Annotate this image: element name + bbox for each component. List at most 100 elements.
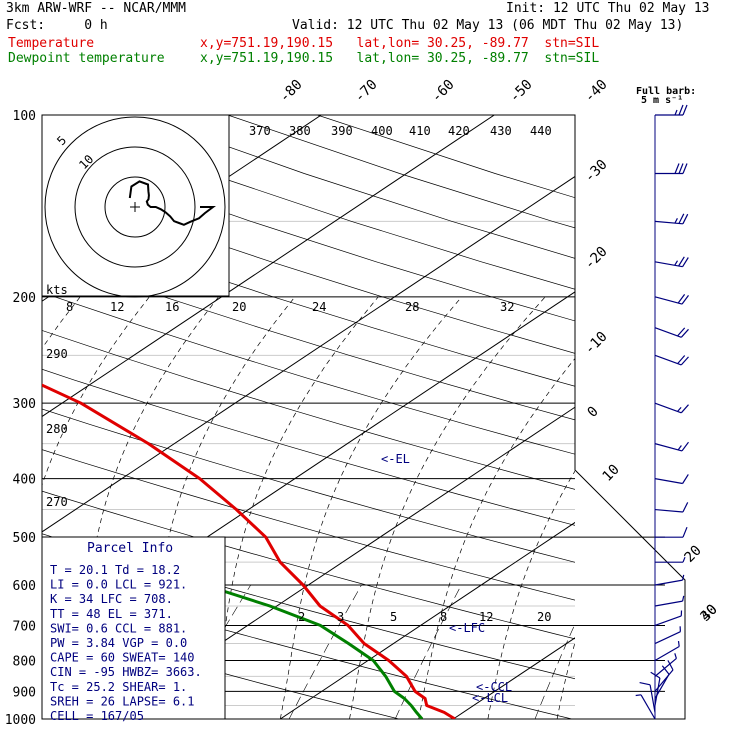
- annotation-ccl: <-CCL: [476, 680, 512, 694]
- parcel-info-row: SWI= 0.6 CCL = 881.: [50, 621, 187, 635]
- mixing-ratio-label: 20: [537, 610, 551, 624]
- barb-legend-unit: 5 m s⁻¹: [641, 95, 683, 106]
- barb-feather: [680, 356, 689, 366]
- barb-feather: [677, 294, 686, 304]
- wind-barb: [654, 660, 674, 692]
- annotation-lfc: <-LFC: [449, 621, 485, 635]
- barb-staff: [654, 402, 682, 414]
- wind-barb: [654, 653, 677, 677]
- barb-staff: [654, 296, 683, 305]
- top-temp-tick-label: -40: [582, 77, 611, 106]
- barb-feather: [682, 502, 689, 513]
- theta-label: 270: [46, 495, 68, 509]
- parcel-info-row: CELL = 167/05: [50, 709, 144, 723]
- dry-adiabat: [42, 291, 575, 455]
- pressure-tick-label: 300: [13, 397, 36, 412]
- barb-feather: [667, 660, 674, 671]
- hodograph-ring: [104, 176, 166, 238]
- barb-staff: [654, 669, 674, 692]
- wind-barb: [635, 694, 656, 720]
- theta-e-label: 440: [530, 124, 552, 138]
- dry-adiabat: [42, 577, 574, 719]
- wind-barb: [654, 354, 689, 366]
- right-temp-tick-label: 0: [585, 404, 602, 421]
- pressure-tick-label: 400: [13, 473, 36, 488]
- barb-feather: [682, 163, 688, 174]
- mixing-ratio-line: [534, 623, 575, 719]
- right-temp-tick-label: 40: [698, 602, 721, 625]
- temperature-legend: Temperature: [8, 36, 95, 51]
- pressure-tick-label: 500: [13, 531, 36, 546]
- hodograph-ring: [74, 146, 196, 268]
- annotation-el: <-EL: [381, 452, 410, 466]
- pressure-tick-label: 800: [13, 654, 36, 669]
- mixing-ratio-label: 3: [337, 610, 344, 624]
- speed-scale-label: 8: [66, 300, 73, 314]
- theta-e-label: 390: [331, 124, 353, 138]
- barb-staff: [654, 645, 680, 661]
- mixing-ratio-label: 5: [390, 610, 397, 624]
- wind-barb: [654, 610, 683, 627]
- isotherm: [279, 521, 575, 719]
- pressure-tick-label: 100: [13, 109, 36, 124]
- barb-staff: [654, 478, 683, 485]
- barb-half-feather: [674, 109, 678, 116]
- wind-barb: [654, 256, 689, 268]
- pressure-tick-label: 900: [13, 685, 36, 700]
- parcel-info-title: Parcel Info: [87, 541, 173, 556]
- top-temp-tick-label: -50: [507, 77, 536, 106]
- barb-half-feather: [677, 445, 682, 451]
- parcel-info-row: LI = 0.0 LCL = 921.: [50, 578, 187, 592]
- barb-feather: [680, 328, 689, 338]
- dry-adiabat: [42, 490, 575, 640]
- barb-staff: [654, 600, 683, 607]
- barb-half-feather: [674, 260, 679, 266]
- right-temp-tick-label: -20: [582, 244, 611, 273]
- parcel-info-row: Tc = 25.2 SHEAR= 1.: [50, 680, 187, 694]
- mixing-ratio-label: 2: [298, 610, 305, 624]
- parcel-info-row: SREH = 26 LAPSE= 6.1: [50, 694, 195, 708]
- hodograph-unit: kts: [46, 283, 68, 297]
- barb-staff: [654, 354, 682, 366]
- barb-feather: [677, 327, 686, 337]
- barb-feather: [678, 213, 685, 224]
- wind-barbs: [635, 104, 689, 720]
- init-time: Init: 12 UTC Thu 02 May 13: [506, 1, 710, 16]
- barb-legend: Full barb: 5 m s⁻¹: [636, 86, 696, 106]
- parcel-info-row: PW = 3.84 VGP = 0.0: [50, 636, 187, 650]
- pressure-tick-label: 700: [13, 619, 36, 634]
- barb-staff: [654, 261, 683, 268]
- barb-feather: [678, 163, 684, 174]
- mixing-ratio-label: 8: [440, 610, 447, 624]
- moist-adiabat: [487, 470, 575, 719]
- barb-feather: [650, 671, 661, 679]
- wind-barb: [650, 671, 661, 706]
- speed-scale-label: 32: [500, 300, 514, 314]
- barb-staff: [640, 694, 656, 720]
- dry-adiabat: [42, 218, 575, 387]
- wind-barb: [654, 526, 688, 538]
- moist-adiabat: [626, 297, 740, 719]
- parcel-info-row: K = 34 LFC = 708.: [50, 592, 173, 606]
- wind-barb: [654, 595, 685, 607]
- barb-staff: [654, 677, 661, 706]
- wind-barb: [639, 682, 656, 713]
- parcel-info-row: T = 20.1 Td = 18.2: [50, 563, 180, 577]
- barb-feather: [680, 404, 689, 414]
- barb-staff: [654, 615, 682, 627]
- barb-feather: [674, 163, 680, 174]
- isotherm: [106, 406, 575, 719]
- mixing-ratio-line: [288, 584, 362, 719]
- theta-e-label: 400: [371, 124, 393, 138]
- parcel-info-box: Parcel Info T = 20.1 Td = 18.2LI = 0.0 L…: [41, 536, 226, 723]
- wind-barb: [654, 474, 689, 485]
- barb-staff: [654, 327, 682, 338]
- barb-feather: [682, 474, 689, 484]
- right-temp-tick-label: 10: [600, 462, 623, 485]
- isotherm: [42, 175, 575, 533]
- pressure-tick-label: 600: [13, 579, 36, 594]
- right-temp-tick-label: 20: [682, 543, 705, 566]
- theta-e-label: 430: [490, 124, 512, 138]
- wind-barb: [654, 294, 689, 305]
